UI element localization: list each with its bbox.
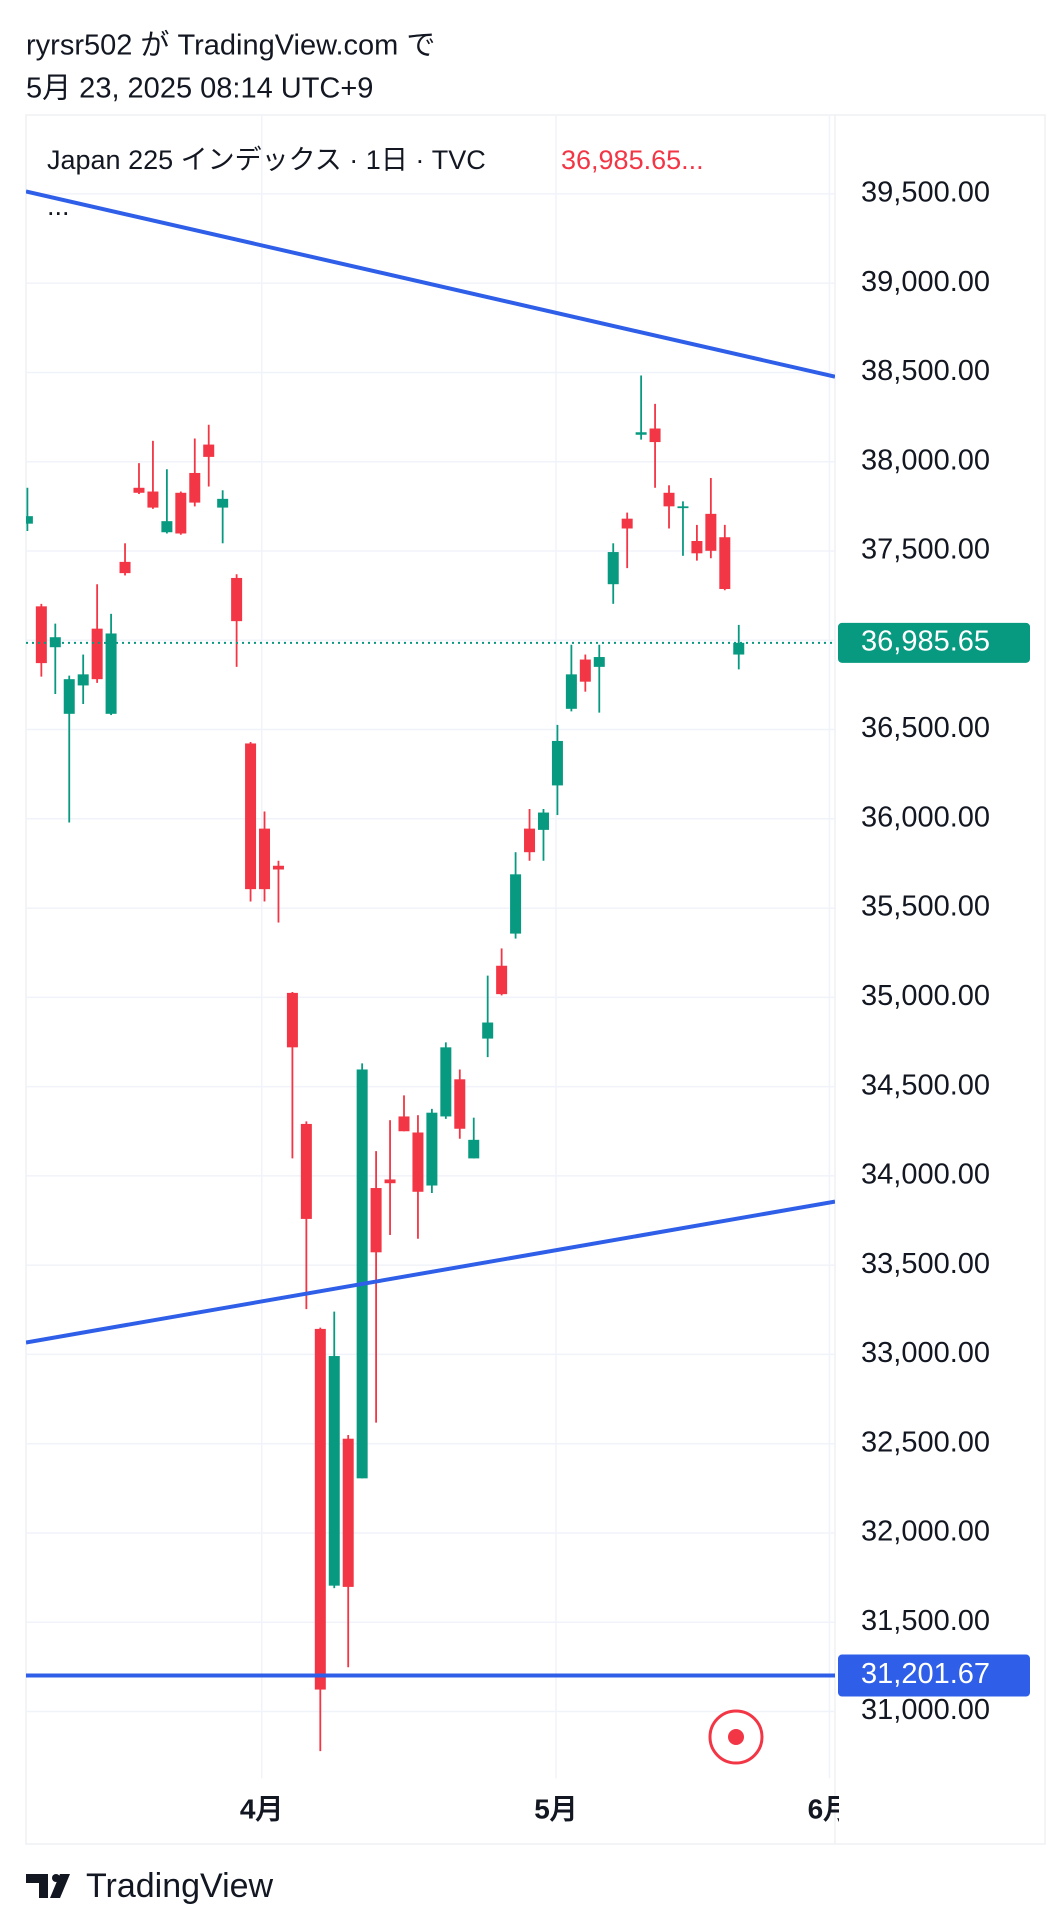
last-price-box bbox=[838, 622, 1030, 663]
frame bbox=[25, 114, 1046, 1845]
y-tick-label: 39,500.00 bbox=[861, 177, 990, 209]
candle-body bbox=[217, 498, 229, 508]
candle-body bbox=[524, 828, 536, 853]
y-tick-label: 35,000.00 bbox=[861, 980, 990, 1012]
y-tick-label: 34,500.00 bbox=[861, 1069, 990, 1101]
line-price-box bbox=[838, 1654, 1030, 1697]
y-tick-label: 34,000.00 bbox=[861, 1159, 990, 1191]
y-tick-label: 32,000.00 bbox=[861, 1516, 990, 1548]
candle-body bbox=[537, 812, 549, 830]
candle-body bbox=[63, 679, 75, 714]
candle-body bbox=[189, 472, 201, 503]
legend-more: ... bbox=[47, 191, 70, 221]
candle-body bbox=[203, 444, 215, 457]
legend-value: 36,985.65... bbox=[561, 145, 704, 175]
candle-body bbox=[510, 874, 522, 934]
line-price-label: 31,201.67 bbox=[861, 1658, 990, 1690]
y-tick-label: 39,000.00 bbox=[861, 266, 990, 298]
candle-body bbox=[161, 521, 173, 533]
candle-body bbox=[593, 657, 605, 667]
candle-body bbox=[26, 516, 33, 524]
y-tick-label: 33,500.00 bbox=[861, 1248, 990, 1280]
author: ryrsr502 が TradingView.com で bbox=[26, 29, 435, 62]
y-tick-label: 37,500.00 bbox=[861, 534, 990, 566]
candle-body bbox=[398, 1116, 410, 1132]
last-price-label: 36,985.65 bbox=[861, 625, 990, 657]
candle-body bbox=[412, 1132, 424, 1192]
candle-body bbox=[286, 992, 298, 1048]
candle-body bbox=[328, 1356, 340, 1586]
candle-body bbox=[300, 1123, 312, 1219]
candle-body bbox=[356, 1069, 368, 1479]
candle-body bbox=[733, 642, 745, 655]
candle-body bbox=[175, 492, 187, 534]
candle-body bbox=[705, 513, 717, 551]
candle-body bbox=[35, 606, 47, 664]
candle-body bbox=[370, 1188, 382, 1253]
y-tick-label: 38,000.00 bbox=[861, 444, 990, 476]
y-tick-label: 31,000.00 bbox=[861, 1694, 990, 1726]
trend-line bbox=[26, 189, 835, 379]
grid bbox=[26, 114, 835, 1779]
candle-body bbox=[342, 1438, 354, 1587]
legend-title: Japan 225 インデックス · 1日 · TVC bbox=[47, 145, 486, 175]
brand: TradingView bbox=[86, 1867, 274, 1905]
alert-icon[interactable] bbox=[708, 1709, 764, 1765]
candle-body bbox=[607, 552, 619, 585]
candle-body bbox=[426, 1112, 438, 1186]
candle-body bbox=[719, 537, 731, 590]
candle-body bbox=[105, 633, 117, 714]
candle-body bbox=[677, 506, 689, 509]
axes: 31,000.00 31,500.00 32,000.00 32,500.00 33,0… bbox=[240, 177, 1030, 1824]
candle-body bbox=[482, 1022, 494, 1039]
candle-body bbox=[551, 740, 563, 786]
candle-body bbox=[77, 674, 89, 686]
y-tick-label: 36,000.00 bbox=[861, 801, 990, 833]
candle-body bbox=[314, 1328, 326, 1690]
candle-body bbox=[635, 432, 647, 435]
x-tick-label: 4月 bbox=[240, 1793, 284, 1824]
candle-body bbox=[579, 659, 591, 682]
y-tick-label: 35,500.00 bbox=[861, 891, 990, 923]
candle-body bbox=[91, 628, 103, 680]
candle-body bbox=[119, 561, 131, 574]
candle-body bbox=[259, 828, 271, 890]
candle-body bbox=[384, 1179, 396, 1184]
candle-body bbox=[649, 428, 661, 443]
candle-body bbox=[272, 865, 284, 870]
x-axis: 4月 5月 6月 bbox=[240, 1793, 852, 1824]
y-tick-label: 31,500.00 bbox=[861, 1605, 990, 1637]
y-tick-label: 38,500.00 bbox=[861, 355, 990, 387]
candle-body bbox=[691, 540, 703, 554]
candle-body bbox=[133, 487, 145, 493]
candle-body bbox=[454, 1079, 466, 1129]
x-tick-label: 6月 bbox=[808, 1793, 852, 1824]
candle-body bbox=[440, 1047, 452, 1117]
timestamp: 5月 23, 2025 08:14 UTC+9 bbox=[26, 73, 373, 105]
candle-body bbox=[468, 1139, 480, 1159]
candle-body bbox=[565, 674, 577, 709]
x-tick-label: 5月 bbox=[534, 1793, 578, 1824]
candle-body bbox=[663, 492, 675, 507]
candle-body bbox=[147, 491, 159, 508]
y-tick-label: 36,500.00 bbox=[861, 712, 990, 744]
candle-body bbox=[245, 743, 257, 890]
candle-body bbox=[496, 965, 508, 995]
logo bbox=[26, 1874, 70, 1898]
candle-body bbox=[621, 518, 633, 529]
y-tick-label: 32,500.00 bbox=[861, 1426, 990, 1458]
trend-line bbox=[26, 1199, 835, 1345]
candle-body bbox=[49, 637, 61, 648]
plot bbox=[26, 189, 835, 1752]
candle-body bbox=[231, 577, 243, 622]
y-tick-label: 33,000.00 bbox=[861, 1337, 990, 1369]
